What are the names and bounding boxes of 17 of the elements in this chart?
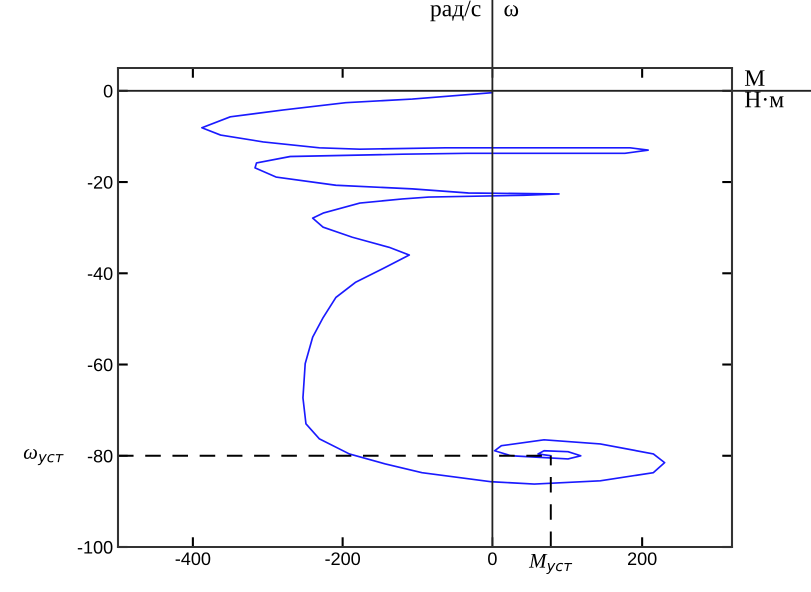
x-tick-label: 0: [488, 552, 497, 566]
text: Н·м: [744, 92, 784, 108]
ref-line-label: ω$_{уст}$: [24, 448, 64, 466]
x-axis-title: M: [744, 70, 765, 86]
y-tick-label: -100: [78, 540, 112, 554]
y-tick-label: -40: [88, 267, 112, 280]
y-tick-label: -20: [88, 176, 112, 189]
x-tick-label: -200: [325, 552, 360, 566]
text: рад/с: [430, 0, 481, 22]
x-tick-label: -400: [176, 552, 210, 566]
y-axis-title: ω: [504, 5, 518, 16]
y-tick-label: -60: [88, 358, 112, 372]
y-tick-label: 0: [104, 84, 112, 98]
x-tick-label: 200: [628, 552, 657, 566]
y-tick-label: -80: [88, 450, 112, 462]
line-series: [201, 92, 666, 485]
ref-line-label: M$_{уст}$: [528, 554, 572, 574]
